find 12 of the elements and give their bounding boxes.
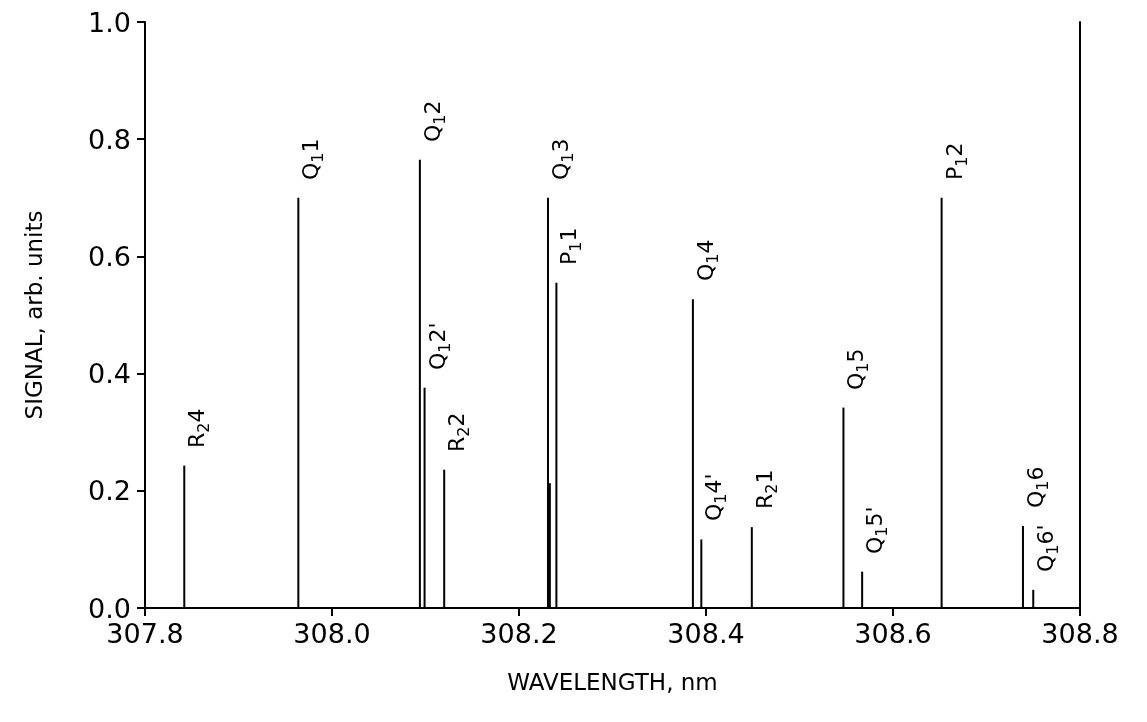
x-tick-label: 308.4 <box>667 618 745 649</box>
x-tick-label: 308.8 <box>1041 618 1119 649</box>
x-tick-label: 308.2 <box>480 618 558 649</box>
x-tick-label: 308.6 <box>854 618 932 649</box>
y-tick-label: 1.0 <box>88 6 131 38</box>
x-tick-label: 308.0 <box>293 618 371 649</box>
y-tick-label: 0.6 <box>88 240 131 272</box>
y-tick-label: 0.8 <box>88 123 131 155</box>
y-tick-label: 0.2 <box>88 475 131 507</box>
x-axis-title: WAVELENGTH, nm <box>507 668 718 695</box>
y-axis-title: SIGNAL, arb. units <box>20 210 47 420</box>
y-tick-label: 0.4 <box>88 358 131 390</box>
